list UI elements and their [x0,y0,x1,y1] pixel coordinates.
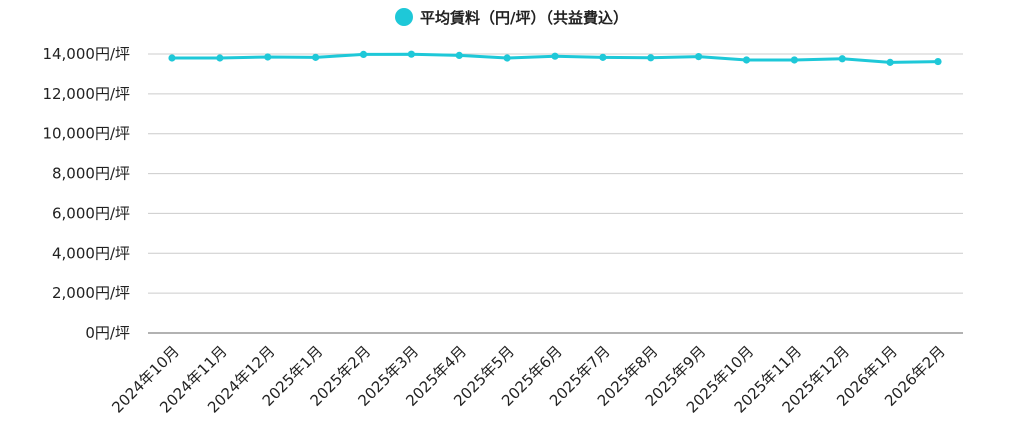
data-point[interactable] [695,52,703,61]
legend-label: 平均賃料（円/坪）（共益費込） [420,9,628,27]
data-point[interactable] [264,53,272,61]
series-layer [168,50,942,66]
legend-swatch [395,8,413,26]
gridlines [148,53,963,334]
y-tick-label: 0円/坪 [85,324,130,342]
data-point[interactable] [503,54,511,62]
y-tick-label: 4,000円/坪 [52,244,130,262]
x-axis: 2024年10月2024年11月2024年12月2025年1月2025年2月20… [108,342,948,416]
y-tick-label: 14,000円/坪 [42,45,130,63]
data-point[interactable] [790,56,798,64]
y-tick-label: 12,000円/坪 [42,85,130,103]
data-point[interactable] [838,55,846,63]
data-point[interactable] [312,53,320,61]
y-tick-label: 8,000円/坪 [52,165,130,183]
y-tick-label: 6,000円/坪 [52,204,130,222]
data-point[interactable] [934,57,942,66]
data-point[interactable] [742,56,751,64]
y-tick-label: 10,000円/坪 [42,125,130,143]
y-tick-label: 2,000円/坪 [52,284,130,302]
data-point[interactable] [647,54,655,62]
data-point[interactable] [599,53,607,61]
data-point[interactable] [359,50,368,58]
data-point[interactable] [886,58,894,66]
legend[interactable]: 平均賃料（円/坪）（共益費込） [395,8,628,27]
data-point[interactable] [455,51,463,59]
y-axis: 0円/坪 2,000円/坪 4,000円/坪 6,000円/坪 8,000円/坪 10,0… [42,45,130,342]
data-point[interactable] [407,50,415,58]
data-point[interactable] [551,52,559,60]
data-point[interactable] [168,54,176,62]
data-point[interactable] [216,54,224,62]
